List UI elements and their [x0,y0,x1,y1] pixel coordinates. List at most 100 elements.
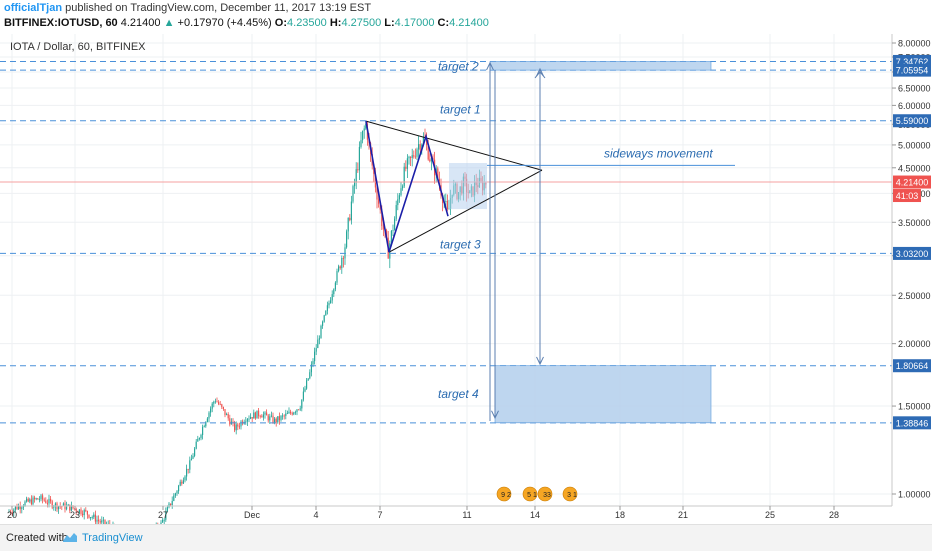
candle-body [16,507,17,509]
candle-body [328,303,329,305]
x-tick-label: 11 [462,510,471,520]
author-link[interactable]: officialTjan [4,2,62,14]
candle-body [285,414,286,416]
candle-body [245,422,246,423]
candle-body [407,158,408,169]
candle-body [349,218,350,220]
candle-body [192,456,193,459]
candle-body [253,412,254,418]
y-tick-label: 4.50000 [898,163,931,173]
candle-body [82,514,83,515]
candle-body [292,413,293,414]
candle-body [223,407,224,409]
candle-body [287,413,288,414]
candle-body [181,482,182,484]
candle-body [176,491,177,493]
candle-body [248,419,249,420]
x-tick-label: 14 [530,510,540,520]
candle-body [85,510,86,511]
candle-body [188,469,189,470]
level-tag-label: 7.05954 [896,66,929,76]
candle-body [356,169,357,182]
created-with-text: Created with [6,532,68,544]
x-tick-label: 20 [7,510,17,520]
candle-body [317,340,318,348]
candle-body [301,400,302,409]
symbol-label: BITFINEX:IOTUSD, 60 [4,17,118,29]
candle-body [261,416,262,417]
candle-body [348,218,349,231]
candle-body [274,419,275,423]
candle-body [357,169,358,170]
candle-body [359,147,360,170]
candle-body [170,504,171,505]
price-axis[interactable]: 1.000001.500002.000002.500003.000003.500… [892,39,931,500]
candle-body [330,300,331,303]
candle-body [175,493,176,495]
candle-body [88,515,89,518]
event-badge-label: 33 [543,492,551,499]
y-tick-label: 8.00000 [898,39,931,49]
publish-line: officialTjan published on TradingView.co… [4,2,371,14]
candle-body [42,495,43,499]
candle-body [308,378,309,380]
chart-header: officialTjan published on TradingView.co… [0,0,932,34]
candle-body [28,499,29,502]
close-label: C: [438,17,450,29]
target4-box [495,366,711,423]
candle-body [31,499,32,504]
open-label: O: [275,17,287,29]
candle-body [296,409,297,411]
open-value: 4.23500 [287,17,327,29]
candle-body [200,435,201,438]
candle-body [221,404,222,407]
target4-label: target 4 [438,387,479,401]
chart-title: IOTA / Dollar, 60, BITFINEX [10,41,146,53]
candle-body [45,501,46,503]
candle-body [295,412,296,413]
candle-body [320,326,321,338]
target2-label: target 2 [438,59,479,73]
candle-body [394,219,395,230]
candle-body [327,305,328,311]
candle-body [24,502,25,507]
candle-body [404,167,405,187]
event-badge-label: 3 1 [567,492,577,499]
candle-body [256,411,257,419]
candle-body [277,416,278,422]
target1-label: target 1 [440,103,481,117]
x-tick-label: 23 [70,510,80,520]
candle-body [168,504,169,508]
candle-body [269,416,270,420]
candle-body [100,521,101,522]
last-price: 4.21400 [121,17,161,29]
candle-body [445,201,446,202]
candle-body [306,380,307,388]
candle-body [218,402,219,404]
candle-body [338,266,339,271]
candle-body [255,412,256,418]
candle-body [95,515,96,522]
candle-body [312,361,313,364]
y-tick-label: 5.00000 [898,140,931,150]
tradingview-brand[interactable]: TradingView [82,532,143,544]
candle-body [252,417,253,419]
candle-body [208,413,209,419]
level-tag-label: 3.03200 [896,249,929,259]
y-tick-label: 6.00000 [898,101,931,111]
x-tick-label: 21 [678,510,688,520]
candle-body [84,510,85,515]
candle-body [399,195,400,199]
sideways-label: sideways movement [604,146,713,160]
candle-body [103,520,104,521]
x-tick-label: 25 [765,510,775,520]
price-chart[interactable]: target 2 target 1 target 3 target 4 sideways… [0,34,932,524]
candle-body [237,425,238,427]
candle-body [304,389,305,392]
candle-body [410,157,411,158]
candle-body [352,186,353,201]
target3-label: target 3 [440,237,481,251]
candle-body [196,442,197,449]
candle-body [415,157,416,158]
